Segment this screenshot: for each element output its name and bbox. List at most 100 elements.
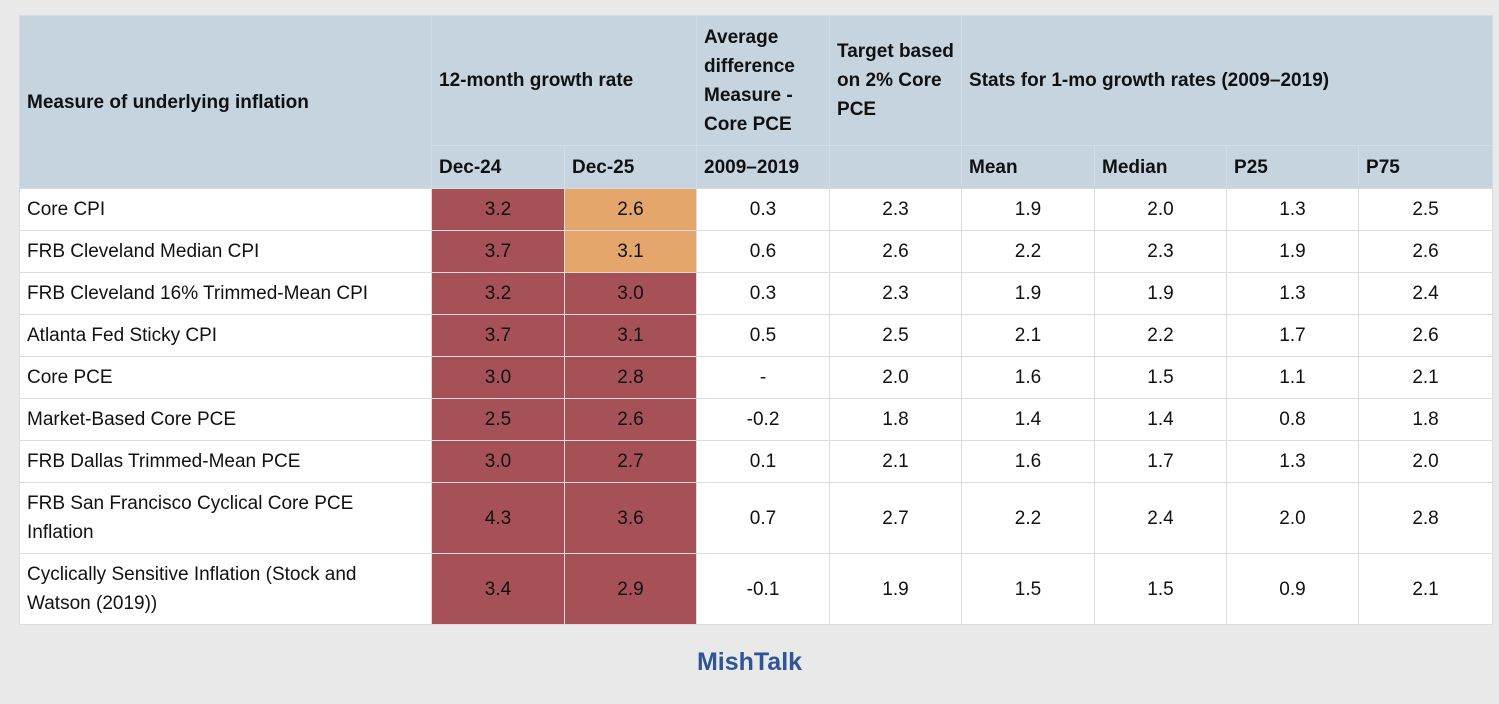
value-cell: 2.3 <box>829 272 963 315</box>
value-cell: 3.7 <box>431 230 565 273</box>
header-cell <box>829 145 963 189</box>
value-cell: 1.9 <box>961 188 1096 231</box>
value-cell: 0.8 <box>1226 398 1360 441</box>
value-cell: 3.6 <box>563 482 698 554</box>
table-row: FRB San Francisco Cyclical Core PCE Infl… <box>19 482 1494 554</box>
value-cell: 2.5 <box>431 398 565 441</box>
table-row: Market-Based Core PCE 2.5 2.6 -0.2 1.8 1.4 1.4… <box>19 398 1494 441</box>
value-cell: 2.6 <box>1358 314 1494 357</box>
value-cell: 0.5 <box>696 314 831 357</box>
value-cell: 2.9 <box>563 553 698 625</box>
header-cell: Target based on 2% Core PCE <box>829 15 963 146</box>
measure-cell: FRB San Francisco Cyclical Core PCE Infl… <box>19 482 432 554</box>
value-cell: 2.8 <box>563 356 698 399</box>
measure-cell: FRB Dallas Trimmed-Mean PCE <box>19 440 432 483</box>
value-cell: -0.1 <box>696 553 831 625</box>
value-cell: 2.8 <box>1358 482 1494 554</box>
header-cell: Dec-24 <box>431 145 565 189</box>
header-cell: Mean <box>961 145 1096 189</box>
value-cell: 1.3 <box>1226 272 1360 315</box>
measure-cell: Market-Based Core PCE <box>19 398 432 441</box>
value-cell: 2.2 <box>961 482 1096 554</box>
inflation-table: Measure of underlying inflation 12-month… <box>19 15 1494 625</box>
value-cell: 2.2 <box>961 230 1096 273</box>
value-cell: 3.1 <box>563 230 698 273</box>
value-cell: 2.6 <box>563 188 698 231</box>
value-cell: 2.5 <box>829 314 963 357</box>
value-cell: 3.0 <box>431 356 565 399</box>
value-cell: 2.1 <box>961 314 1096 357</box>
header-cell: P75 <box>1358 145 1494 189</box>
measure-cell: FRB Cleveland 16% Trimmed-Mean CPI <box>19 272 432 315</box>
value-cell: 2.5 <box>1358 188 1494 231</box>
value-cell: 2.0 <box>829 356 963 399</box>
value-cell: 1.7 <box>1094 440 1228 483</box>
value-cell: 3.4 <box>431 553 565 625</box>
footer-brand: MishTalk <box>696 648 803 676</box>
value-cell: 1.6 <box>961 440 1096 483</box>
header-cell: 12-month growth rate <box>430 15 698 146</box>
value-cell: 2.7 <box>563 440 698 483</box>
value-cell: 2.0 <box>1358 440 1494 483</box>
table-header: Measure of underlying inflation 12-month… <box>19 15 1494 189</box>
header-cell: Measure of underlying inflation <box>19 15 432 189</box>
value-cell: 2.3 <box>1094 230 1228 273</box>
value-cell: 2.4 <box>1358 272 1494 315</box>
measure-cell: Atlanta Fed Sticky CPI <box>19 314 432 357</box>
table-row: Atlanta Fed Sticky CPI 3.7 3.1 0.5 2.5 2.1 2.2… <box>19 314 1494 357</box>
value-cell: 1.8 <box>1358 398 1494 441</box>
header-cell: P25 <box>1226 145 1360 189</box>
table-row: FRB Dallas Trimmed-Mean PCE 3.0 2.7 0.1 2.1 1… <box>19 440 1494 483</box>
table-row: Core PCE 3.0 2.8-2.0 1.6 1.5 1.1 2.1 <box>19 356 1494 399</box>
value-cell: 2.6 <box>563 398 698 441</box>
value-cell: 2.7 <box>829 482 963 554</box>
value-cell: 2.1 <box>1358 553 1494 625</box>
value-cell: 1.9 <box>1094 272 1228 315</box>
value-cell: 1.5 <box>1094 553 1228 625</box>
value-cell: 3.1 <box>563 314 698 357</box>
value-cell: 1.9 <box>1226 230 1360 273</box>
value-cell: 0.3 <box>696 188 831 231</box>
value-cell: 1.3 <box>1226 440 1360 483</box>
value-cell: 2.4 <box>1094 482 1228 554</box>
value-cell: 3.0 <box>563 272 698 315</box>
value-cell: 1.5 <box>961 553 1096 625</box>
table-body: Core CPI 3.2 2.6 0.3 2.3 1.9 2.0 1.3 2.5 FRB Clev… <box>19 188 1494 625</box>
value-cell: 2.0 <box>1094 188 1228 231</box>
value-cell: 3.7 <box>431 314 565 357</box>
value-cell: 2.6 <box>829 230 963 273</box>
header-cell: Stats for 1-mo growth rates (2009–2019) <box>961 15 1494 146</box>
header-cell: Dec-25 <box>563 145 698 189</box>
value-cell: -0.2 <box>696 398 831 441</box>
value-cell: 1.4 <box>1094 398 1228 441</box>
header-cell: Average difference Measure - Core PCE <box>696 15 831 146</box>
value-cell: 0.9 <box>1226 553 1360 625</box>
value-cell: 1.3 <box>1226 188 1360 231</box>
table-row: FRB Cleveland Median CPI 3.7 3.1 0.6 2.6 2.2 2… <box>19 230 1494 273</box>
value-cell: 1.9 <box>829 553 963 625</box>
table-container: Measure of underlying inflation 12-month… <box>19 15 1494 625</box>
value-cell: 2.0 <box>1226 482 1360 554</box>
measure-cell: Core CPI <box>19 188 432 231</box>
value-cell: 0.7 <box>696 482 831 554</box>
value-cell: 2.2 <box>1094 314 1228 357</box>
measure-cell: Cyclically Sensitive Inflation (Stock an… <box>19 553 432 625</box>
value-cell: 1.4 <box>961 398 1096 441</box>
value-cell: 4.3 <box>431 482 565 554</box>
header-cell: Median <box>1094 145 1228 189</box>
value-cell: 0.3 <box>696 272 831 315</box>
value-cell: 0.1 <box>696 440 831 483</box>
value-cell: 2.1 <box>829 440 963 483</box>
value-cell: 1.6 <box>961 356 1096 399</box>
value-cell: 1.7 <box>1226 314 1360 357</box>
value-cell: 2.3 <box>829 188 963 231</box>
value-cell: 1.9 <box>961 272 1096 315</box>
value-cell: 1.8 <box>829 398 963 441</box>
value-cell: 1.5 <box>1094 356 1228 399</box>
table-row: FRB Cleveland 16% Trimmed-Mean CPI 3.2 3.0… <box>19 272 1494 315</box>
value-cell: 2.1 <box>1358 356 1494 399</box>
table-row: Cyclically Sensitive Inflation (Stock an… <box>19 553 1494 625</box>
measure-cell: FRB Cleveland Median CPI <box>19 230 432 273</box>
header-cell: 2009–2019 <box>696 145 831 189</box>
